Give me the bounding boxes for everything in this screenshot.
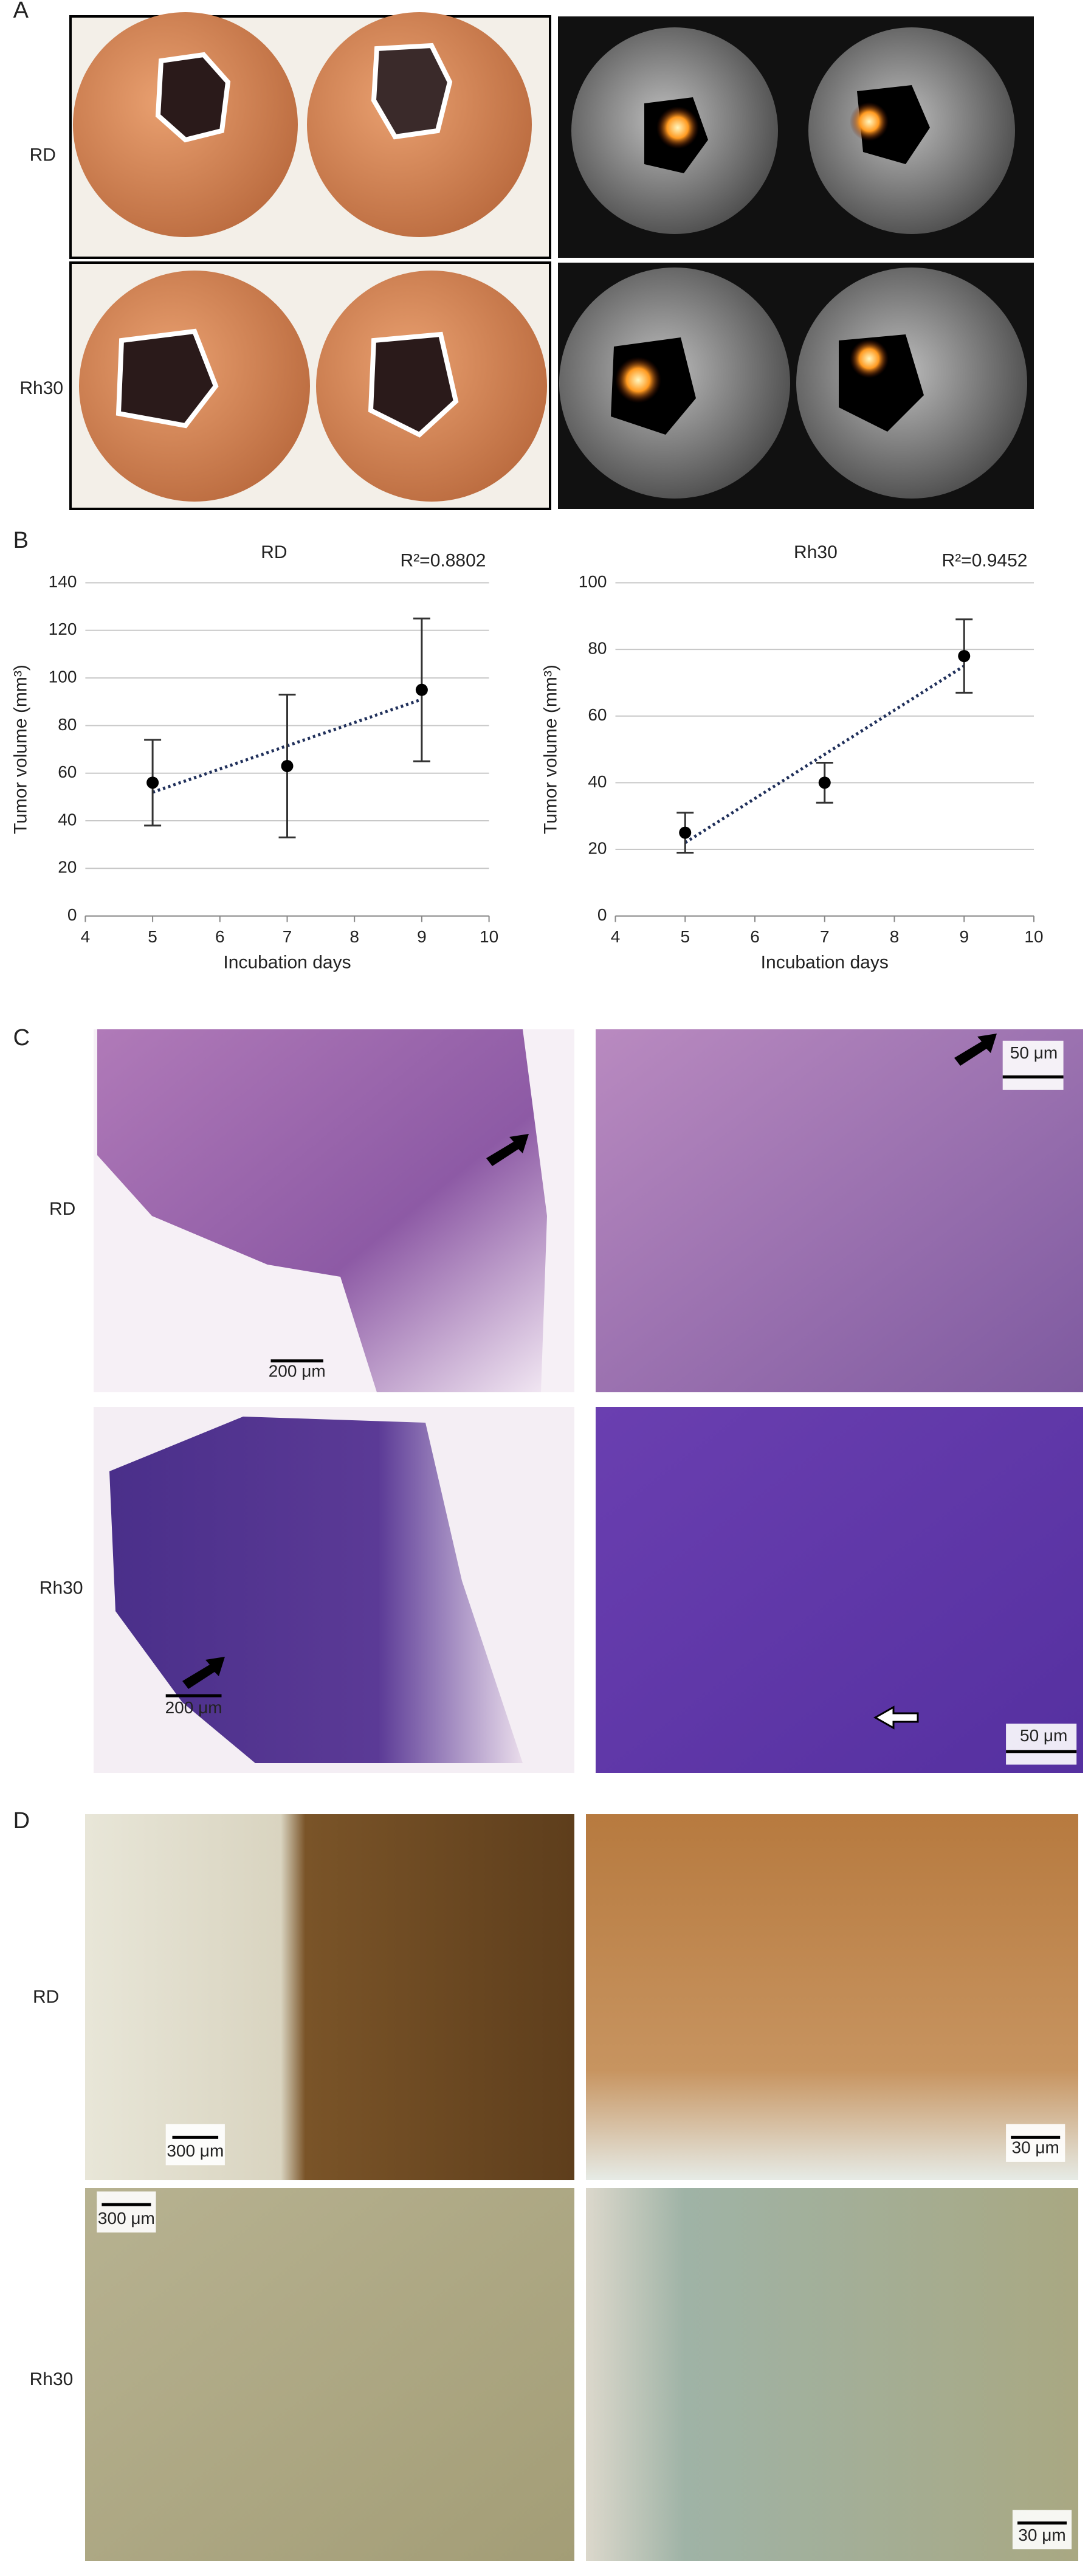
data-point xyxy=(679,826,692,839)
x-tick-label: 4 xyxy=(81,927,91,946)
panel-label: C xyxy=(13,1025,30,1051)
x-tick-label: 10 xyxy=(480,927,498,946)
scale-bar-background xyxy=(1006,2124,1065,2162)
x-tick-label: 7 xyxy=(820,927,830,946)
scale-bar-label: 200 μm xyxy=(165,1698,222,1717)
panel-label: B xyxy=(13,528,29,553)
scale-bar-background xyxy=(1012,2510,1072,2550)
y-tick-label: 80 xyxy=(588,639,607,658)
panel-label: D xyxy=(13,1808,30,1834)
x-tick-label: 10 xyxy=(1024,927,1043,946)
x-axis-label: Incubation days xyxy=(761,953,889,973)
panel-c-photos xyxy=(94,1029,1083,1773)
chart-title: Rh30 xyxy=(794,542,838,562)
x-tick-label: 7 xyxy=(283,927,292,946)
y-tick-label: 0 xyxy=(597,905,607,924)
y-tick-label: 0 xyxy=(67,905,77,924)
scale-bar-label: 200 μm xyxy=(269,1362,326,1381)
x-tick-label: 5 xyxy=(680,927,690,946)
row-label: Rh30 xyxy=(40,1578,83,1598)
panel-d-photos xyxy=(85,1814,1078,2561)
x-tick-label: 5 xyxy=(148,927,157,946)
arrows xyxy=(182,1034,997,1730)
scale-bar-label: 50 μm xyxy=(1010,1043,1058,1062)
trendline xyxy=(684,665,965,844)
r-squared: R²=0.9452 xyxy=(942,550,1028,570)
scale-bar-background xyxy=(165,2124,225,2166)
scale-bar-label: 30 μm xyxy=(1018,2526,1065,2544)
y-tick-label: 60 xyxy=(588,705,607,724)
x-tick-label: 9 xyxy=(417,927,427,946)
x-tick-label: 6 xyxy=(215,927,225,946)
x-tick-label: 6 xyxy=(750,927,760,946)
y-axis-label: Tumor volume (mm³) xyxy=(540,665,560,834)
y-tick-label: 20 xyxy=(58,858,77,877)
y-tick-label: 100 xyxy=(579,572,607,591)
row-label: Rh30 xyxy=(30,2369,74,2389)
x-tick-label: 9 xyxy=(959,927,969,946)
y-tick-label: 40 xyxy=(588,772,607,791)
chart-title: RD xyxy=(261,542,287,562)
panel-a-photos xyxy=(69,12,1034,510)
scale-bar-label: 300 μm xyxy=(167,2141,224,2160)
x-tick-label: 8 xyxy=(349,927,359,946)
y-tick-label: 140 xyxy=(49,572,77,591)
y-tick-label: 120 xyxy=(49,620,77,638)
y-tick-label: 20 xyxy=(588,838,607,857)
data-point xyxy=(958,650,971,663)
scale-bar-label: 30 μm xyxy=(1012,2138,1059,2157)
row-label: RD xyxy=(30,145,56,165)
x-tick-label: 4 xyxy=(611,927,621,946)
scale-bar-label: 50 μm xyxy=(1020,1726,1067,1745)
y-tick-label: 60 xyxy=(58,762,77,781)
r-squared: R²=0.8802 xyxy=(401,550,486,570)
y-tick-label: 100 xyxy=(49,667,77,686)
y-axis-label: Tumor volume (mm³) xyxy=(10,665,30,834)
row-label: Rh30 xyxy=(19,378,63,398)
y-tick-label: 40 xyxy=(58,810,77,829)
y-tick-label: 80 xyxy=(58,715,77,734)
scale-bar-background xyxy=(1002,1040,1064,1090)
panel-label: A xyxy=(13,0,29,23)
row-label: RD xyxy=(33,1987,59,2007)
data-point xyxy=(415,683,428,696)
x-axis-label: Incubation days xyxy=(223,953,351,973)
scale-bar-background xyxy=(97,2191,156,2232)
data-point xyxy=(818,776,831,789)
scale-bar-background xyxy=(1006,1724,1077,1765)
row-label: RD xyxy=(49,1199,75,1219)
scale-bar-label: 300 μm xyxy=(98,2209,155,2228)
x-tick-label: 8 xyxy=(890,927,900,946)
data-point xyxy=(146,776,159,789)
data-point xyxy=(281,759,294,772)
